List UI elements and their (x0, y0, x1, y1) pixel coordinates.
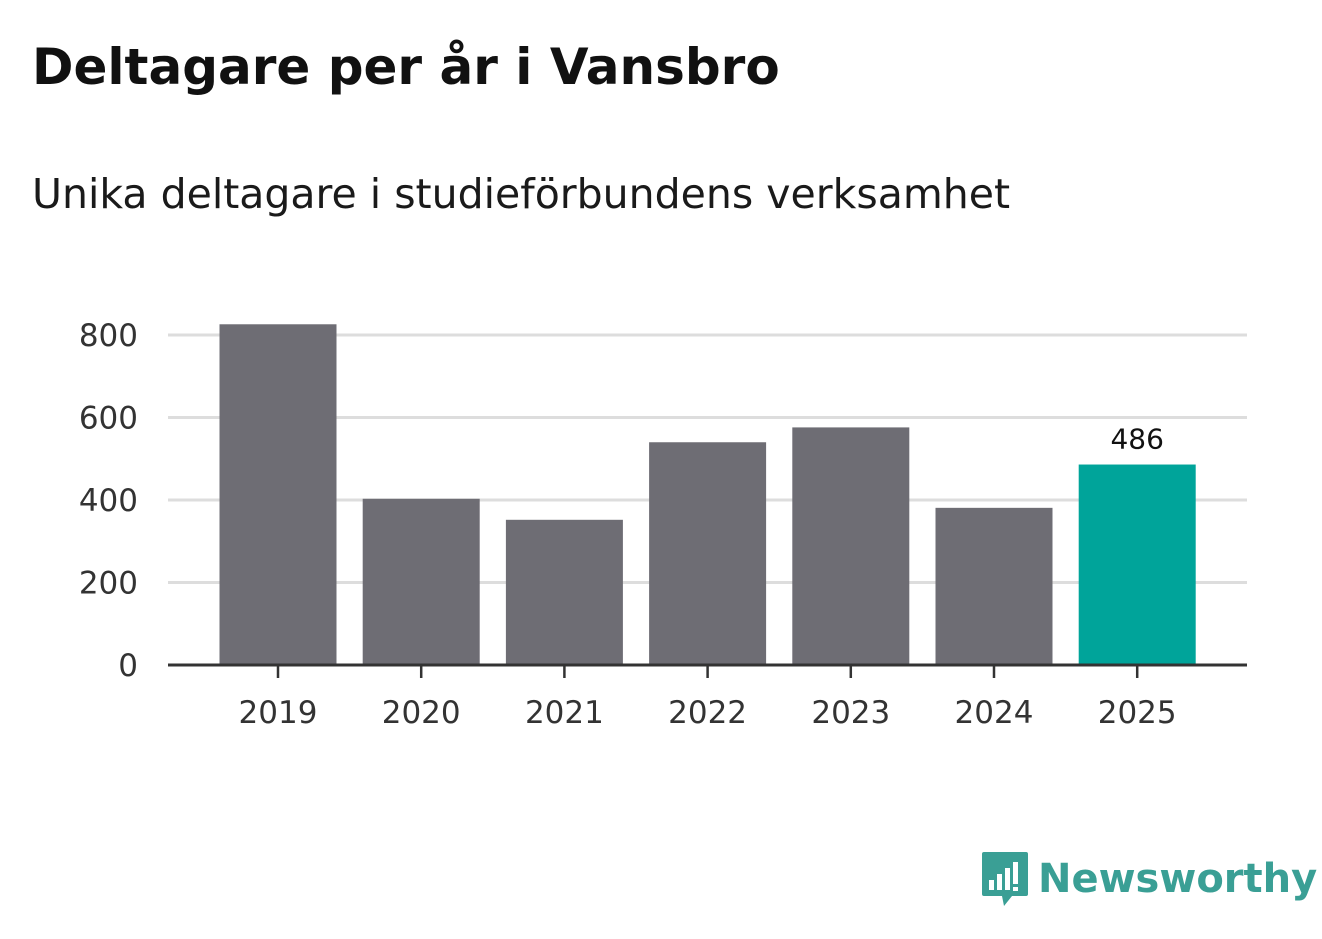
bar-2023 (792, 427, 910, 665)
bar-2025 (1078, 464, 1196, 665)
data-label-2025: 486 (1110, 423, 1163, 456)
x-tick-label-2021: 2021 (525, 695, 604, 731)
x-tick-label-2025: 2025 (1098, 695, 1177, 731)
brand-name: Newsworthy (1038, 856, 1318, 902)
y-tick-label-600: 600 (79, 401, 138, 437)
newsworthy-logo: Newsworthy (980, 850, 1317, 908)
bar-2020 (362, 498, 480, 665)
y-tick-label-800: 800 (79, 318, 138, 354)
x-tick-label-2023: 2023 (811, 695, 890, 731)
bar-2021 (505, 519, 623, 665)
chart-subtitle: Unika deltagare i studieförbundens verks… (32, 170, 1011, 218)
y-tick-label-0: 0 (118, 648, 138, 684)
bar-2019 (219, 324, 337, 665)
bar-2024 (935, 507, 1053, 665)
bar-2022 (649, 442, 767, 665)
x-tick-label-2019: 2019 (239, 695, 318, 731)
newsworthy-logo-icon (982, 852, 1028, 906)
y-tick-label-400: 400 (79, 483, 138, 519)
x-tick-label-2020: 2020 (382, 695, 461, 731)
x-tick-label-2024: 2024 (955, 695, 1034, 731)
chart-title: Deltagare per år i Vansbro (32, 38, 780, 96)
y-tick-label-200: 200 (79, 566, 138, 602)
x-tick-label-2022: 2022 (668, 695, 747, 731)
